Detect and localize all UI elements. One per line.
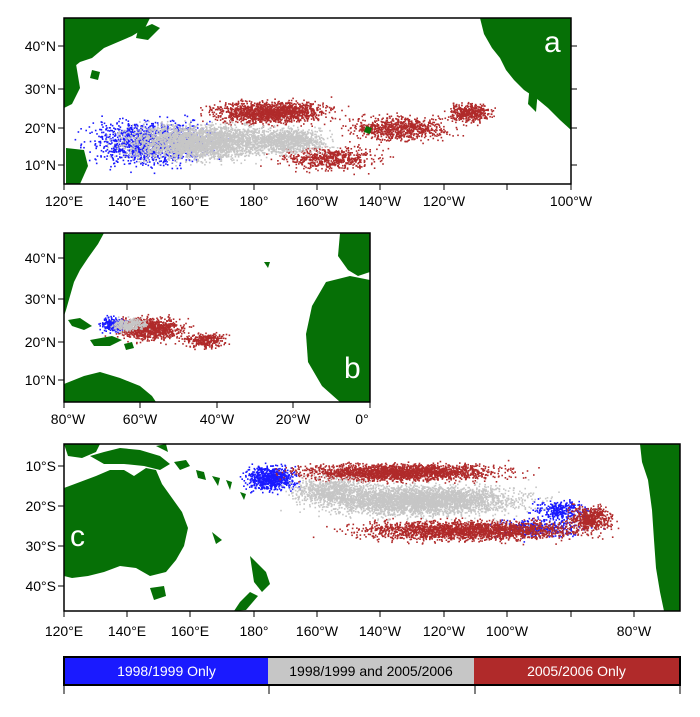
panel-a-lon-label: 160°W <box>296 193 339 209</box>
panel-b-lon-label: 80°W <box>51 411 86 427</box>
panel-a-lat-label: 10°N <box>25 157 56 173</box>
panel-c-lat-label: 10°S <box>25 458 56 474</box>
panel-c-frame <box>63 443 681 612</box>
panel-c-lon-label: 140°E <box>108 623 146 639</box>
panel-b-cyclone-occurrence <box>98 313 231 351</box>
legend-ticks <box>63 686 681 694</box>
panel-b-lat-label: 30°N <box>25 291 56 307</box>
legend-label: 1998/1999 and 2005/2006 <box>289 663 453 679</box>
panel-a: a 10°N 20°N 30°N 40°N 120°E 140°E 160°E … <box>25 17 593 209</box>
panel-c-land <box>64 444 680 611</box>
panel-b-lat-label: 20°N <box>25 334 56 350</box>
panel-c-lon-labels: 120°E 140°E 160°E 180° 160°W 140°W 120°W… <box>45 623 652 639</box>
panel-a-map: a <box>64 18 571 184</box>
panel-a-lon-label: 120°E <box>45 193 83 209</box>
panel-b-lon-label: 40°W <box>200 411 235 427</box>
legend-item-2005-only: 2005/2006 Only <box>474 656 681 686</box>
panel-b-lat-label: 10°N <box>25 372 56 388</box>
panel-c-lat-label: 40°S <box>25 578 56 594</box>
panel-a-cyclone-occurrence <box>74 96 496 176</box>
panel-a-lon-label: 100°W <box>550 193 593 209</box>
panel-b-lon-label: 0° <box>355 411 368 427</box>
panel-c-lat-labels: 10°S 20°S 30°S 40°S <box>25 458 56 594</box>
panel-c-lon-label: 160°W <box>296 623 339 639</box>
panel-a-lat-labels: 10°N 20°N 30°N 40°N <box>25 38 56 173</box>
panel-b-lat-labels: 10°N 20°N 30°N 40°N <box>25 250 56 388</box>
panel-c-lon-label: 180° <box>240 623 269 639</box>
panel-c-lon-label: 120°E <box>45 623 83 639</box>
panel-c-lon-label: 120°W <box>423 623 466 639</box>
panel-b: b 10°N 20°N 30°N 40°N 80°W 60°W 40°W 20°… <box>25 232 371 427</box>
panel-a-ticks <box>58 45 577 190</box>
panel-c-lon-label: 80°W <box>617 623 652 639</box>
panel-a-lon-labels: 120°E 140°E 160°E 180° 160°W 140°W 120°W… <box>45 193 593 209</box>
panel-b-lon-label: 60°W <box>123 411 158 427</box>
panel-a-lon-label: 120°W <box>423 193 466 209</box>
panel-c-lon-label: 100°W <box>486 623 529 639</box>
panel-a-lon-label: 140°E <box>108 193 146 209</box>
panel-b-lon-labels: 80°W 60°W 40°W 20°W 0° <box>51 411 369 427</box>
panel-a-lat-label: 20°N <box>25 120 56 136</box>
panel-c-map: c <box>64 444 680 611</box>
panel-c-lon-label: 160°E <box>171 623 209 639</box>
panel-c-lat-label: 20°S <box>25 498 56 514</box>
panel-c-lon-label: 140°W <box>359 623 402 639</box>
panel-c-lat-label: 30°S <box>25 538 56 554</box>
panel-c-ticks <box>58 465 635 617</box>
panel-a-land <box>64 18 571 184</box>
panel-c: c 10°S 20°S 30°S 40°S 120°E 140°E 160°E … <box>25 443 681 639</box>
panel-c-letter: c <box>70 520 85 553</box>
legend-item-both: 1998/1999 and 2005/2006 <box>268 656 476 686</box>
panel-a-lon-label: 160°E <box>171 193 209 209</box>
panel-b-lon-label: 20°W <box>276 411 311 427</box>
panel-a-letter: a <box>544 26 561 59</box>
panel-a-lat-label: 40°N <box>25 38 56 54</box>
panel-b-ticks <box>58 257 371 408</box>
legend-label: 1998/1999 Only <box>117 663 216 679</box>
panel-b-land <box>64 233 370 402</box>
panel-a-lon-label: 140°W <box>359 193 402 209</box>
panel-b-map: b <box>64 233 370 402</box>
panel-c-cyclone-occurrence <box>239 459 620 546</box>
legend-label: 2005/2006 Only <box>527 663 626 679</box>
legend-item-1998-only: 1998/1999 Only <box>63 656 270 686</box>
panel-b-lat-label: 40°N <box>25 250 56 266</box>
panel-b-letter: b <box>344 352 361 385</box>
panel-a-lat-label: 30°N <box>25 81 56 97</box>
panel-a-lon-label: 180° <box>240 193 269 209</box>
